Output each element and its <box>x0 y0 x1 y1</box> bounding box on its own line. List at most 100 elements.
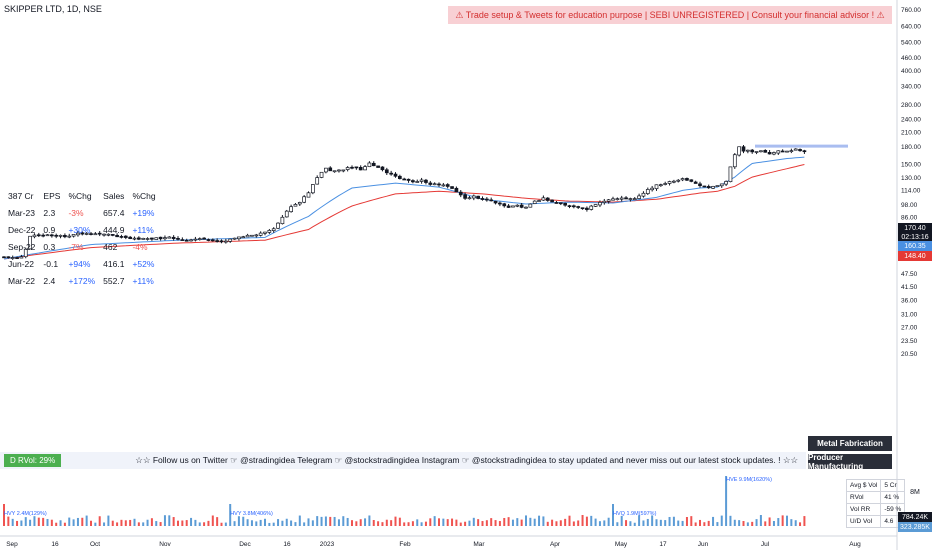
volume-bar <box>268 522 271 526</box>
volume-bar <box>11 518 14 526</box>
volume-bar <box>246 519 249 526</box>
candle-body <box>789 150 794 153</box>
volume-bar <box>372 520 375 526</box>
candle-body <box>84 233 89 235</box>
stats-label: RVol <box>845 491 882 504</box>
x-tick-label: 2023 <box>320 541 335 548</box>
volume-bar <box>146 519 149 526</box>
candle-body <box>437 183 441 186</box>
volume-bar <box>120 519 123 526</box>
candle-body <box>606 199 611 202</box>
volume-bar <box>555 521 558 526</box>
volume-bar <box>720 515 723 526</box>
quarter-cell: Mar-23 <box>8 207 35 218</box>
volume-bar <box>155 521 158 526</box>
volume-bar <box>607 517 610 526</box>
candle-body <box>228 238 233 242</box>
candle-body <box>450 186 454 189</box>
y-tick-label: 210.00 <box>901 129 921 136</box>
volume-bar <box>224 522 227 526</box>
candle-body <box>398 175 402 180</box>
volume-bar <box>207 520 210 526</box>
x-tick-label: Aug <box>849 541 861 548</box>
volume-annotation: HVQ 1.9M(597%) <box>613 511 657 517</box>
volume-bar <box>572 521 575 526</box>
candle-body <box>119 236 124 238</box>
candle-body <box>463 194 467 199</box>
volume-bar <box>559 520 562 526</box>
candle-body <box>393 173 398 177</box>
eps-change-cell: +30% <box>68 224 91 235</box>
volume-now-tag: 784.24K <box>898 512 932 522</box>
candle-body <box>706 186 711 189</box>
candle-body <box>45 234 50 237</box>
candle-body <box>41 234 46 237</box>
volume-bar <box>759 515 762 526</box>
rvol-badge: D RVol: 29% <box>4 454 62 467</box>
candle-body <box>506 205 511 208</box>
volume-bar <box>681 520 684 526</box>
volume-bar <box>659 519 662 526</box>
y-tick-label: 20.50 <box>901 351 918 358</box>
candle-body <box>267 230 272 233</box>
volume-bar <box>129 519 132 526</box>
candle-body <box>350 166 354 169</box>
volume-annotation: HVE 9.9M(1620%) <box>726 477 772 483</box>
candle-body <box>419 179 424 182</box>
candle-body <box>215 240 219 242</box>
candle-body <box>93 233 98 236</box>
candle-body <box>406 178 411 181</box>
candle-body <box>641 192 646 197</box>
volume-bar <box>533 518 536 526</box>
candle-body <box>576 206 581 208</box>
volume-bar <box>98 516 101 526</box>
candle-body <box>71 234 76 237</box>
volume-bar <box>72 519 75 526</box>
candle-body <box>658 184 663 187</box>
fundamentals-header: Sales <box>103 190 125 201</box>
candle-body <box>467 197 472 200</box>
y-tick-label: 98.00 <box>901 202 918 209</box>
candle-body <box>524 206 528 209</box>
volume-bar <box>507 517 510 526</box>
volume-bar <box>185 520 188 526</box>
volume-bar <box>359 519 362 526</box>
candle-body <box>337 169 341 172</box>
candle-body <box>176 238 180 240</box>
quarter-cell: Dec-22 <box>8 224 36 235</box>
sector-tag: Metal Fabrication <box>808 436 892 451</box>
volume-bar <box>159 522 162 526</box>
volume-bar <box>250 520 253 526</box>
volume-bar <box>590 515 593 526</box>
fundamentals-table: 387 Cr EPS %Chg Sales %Chg Mar-23 2.3 -3… <box>4 187 160 289</box>
volume-bar <box>298 515 301 526</box>
y-tick-label: 130.00 <box>901 175 921 182</box>
volume-bar <box>124 520 127 526</box>
volume-bar <box>407 522 410 526</box>
sales-change-cell: +19% <box>132 207 155 218</box>
volume-bar <box>725 476 728 526</box>
volume-bar <box>472 517 475 526</box>
candle-body <box>328 167 333 172</box>
volume-bar <box>194 519 197 526</box>
volume-bar <box>633 522 636 526</box>
x-tick-label: 16 <box>283 541 291 548</box>
stats-label: U/D Vol <box>845 515 882 528</box>
candle-body <box>767 152 772 155</box>
volume-bar <box>424 521 427 526</box>
volume-bar <box>385 519 388 526</box>
volume-bar <box>764 521 767 526</box>
volume-bar <box>455 519 458 526</box>
candle-body <box>489 199 494 202</box>
volume-bar <box>220 522 223 526</box>
volume-bar <box>468 520 471 526</box>
candle-body <box>567 205 572 207</box>
volume-bar <box>272 522 275 526</box>
candle-body <box>541 197 546 201</box>
candle-body <box>49 234 54 237</box>
volume-bar <box>429 518 432 526</box>
volume-bar <box>716 522 719 526</box>
volume-bar <box>398 517 401 526</box>
volume-bar <box>333 516 336 526</box>
volume-bar <box>337 519 340 526</box>
